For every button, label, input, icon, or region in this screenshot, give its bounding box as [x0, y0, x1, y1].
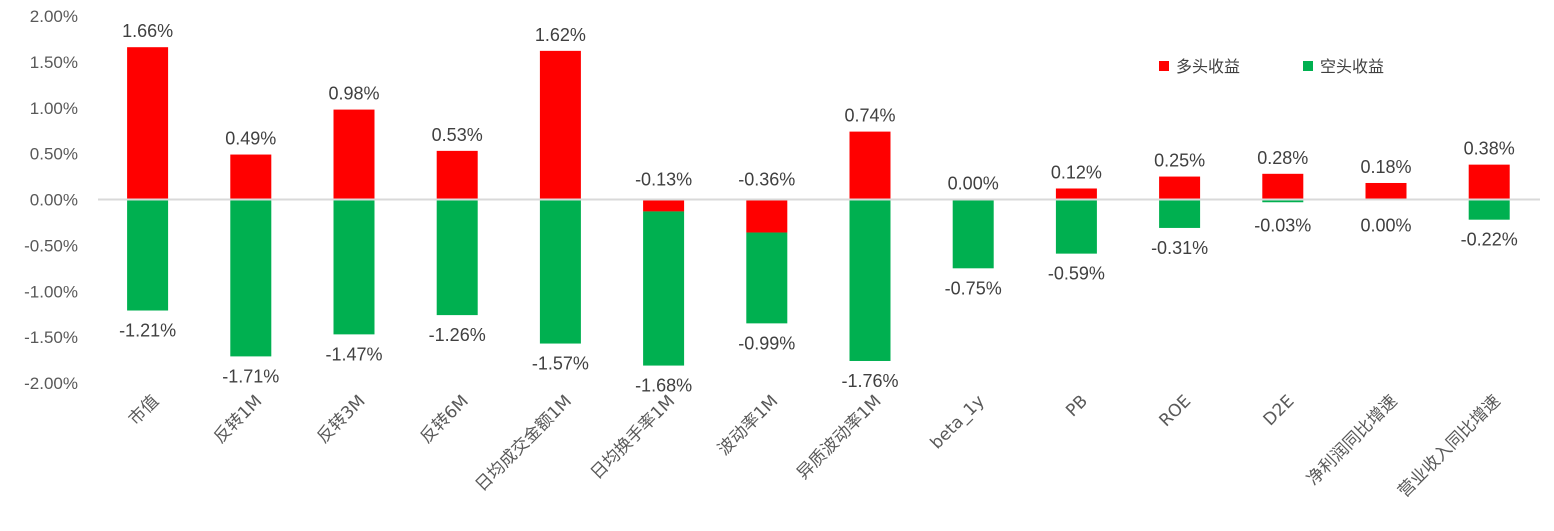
x-tick-label: D2E [1260, 391, 1299, 430]
y-tick-label: 1.00% [30, 99, 78, 118]
y-tick-label: -1.00% [24, 282, 78, 301]
data-label-long: 0.28% [1257, 148, 1308, 168]
y-tick-label: -1.50% [24, 328, 78, 347]
y-tick-label: 0.50% [30, 145, 78, 164]
bar-short-1 [230, 199, 272, 357]
data-label-long: 0.18% [1360, 157, 1411, 177]
bar-long-12 [1365, 182, 1407, 200]
bar-short-3 [436, 199, 478, 316]
bar-short-5 [643, 211, 685, 366]
x-tick-label: 市值 [125, 391, 163, 429]
data-label-short: -0.22% [1461, 230, 1518, 250]
bar-long-11 [1262, 173, 1304, 200]
legend-label-short: 空头收益 [1320, 57, 1384, 76]
bar-long-6 [746, 199, 788, 233]
bar-short-8 [952, 199, 994, 269]
bar-long-7 [849, 131, 891, 200]
data-label-long: 0.25% [1154, 151, 1205, 171]
x-tick-label: 净利润同比增速 [1303, 391, 1401, 489]
x-tick-label: 营业收入同比增速 [1394, 391, 1504, 501]
y-tick-label: -2.00% [24, 374, 78, 393]
x-tick-label: 波动率1M [714, 391, 782, 459]
x-tick-label: ROE [1156, 391, 1196, 431]
bar-long-10 [1159, 176, 1201, 200]
data-label-long: 1.62% [535, 25, 586, 45]
data-label-short: -1.47% [325, 344, 382, 364]
data-label-long: 0.53% [432, 125, 483, 145]
legend-label-long: 多头收益 [1176, 57, 1240, 76]
data-label-long: 0.98% [328, 84, 379, 104]
data-label-long: 1.66% [122, 21, 173, 41]
data-label-short: -1.26% [429, 325, 486, 345]
bar-short-13 [1468, 199, 1510, 220]
data-label-long: 0.49% [225, 129, 276, 149]
x-tick-label: 反转6M [417, 391, 473, 447]
bar-short-0 [127, 199, 169, 311]
bar-long-4 [539, 50, 581, 200]
data-label-long: -0.36% [738, 170, 795, 190]
y-axis: 2.00% 1.50% 1.00% 0.50% 0.00% -0.50% -1.00% -1.… [24, 7, 78, 393]
data-label-long: -0.13% [635, 170, 692, 190]
x-tick-label: 异质波动率1M [793, 391, 885, 483]
x-tick-label: 日均成交金额1M [472, 391, 576, 495]
bar-short-7 [849, 199, 891, 361]
bar-long-0 [127, 47, 169, 200]
data-label-long: 0.00% [948, 174, 999, 194]
x-tick-label: 反转3M [313, 391, 369, 447]
data-label-short: -0.03% [1254, 216, 1311, 236]
bar-long-5 [643, 199, 685, 212]
data-label-short: -1.71% [222, 366, 279, 386]
data-label-short: -1.76% [841, 371, 898, 391]
x-tick-label: PB [1062, 391, 1092, 421]
x-tick-label: 日均换手率1M [587, 391, 679, 483]
data-label-short: 0.00% [1360, 216, 1411, 236]
bar-long-9 [1055, 188, 1097, 200]
legend: 多头收益 空头收益 [1159, 57, 1384, 76]
x-tick-label: 反转1M [210, 391, 266, 447]
bar-long-1 [230, 154, 272, 200]
data-label-long: 0.74% [844, 106, 895, 126]
bar-short-2 [333, 199, 375, 335]
y-tick-label: 1.50% [30, 53, 78, 72]
data-label-short: -1.57% [532, 354, 589, 374]
data-label-long: 0.12% [1051, 162, 1102, 182]
data-labels-group: 1.66% -1.21% 0.49% -1.71% 0.98% -1.47% 0.53% -1… [119, 21, 1518, 395]
bar-short-10 [1159, 199, 1201, 228]
legend-swatch-long [1159, 61, 1169, 71]
y-tick-label: 2.00% [30, 7, 78, 26]
y-tick-label: -0.50% [24, 236, 78, 255]
bar-long-2 [333, 109, 375, 200]
bars-group [127, 47, 1510, 366]
data-label-short: -1.21% [119, 321, 176, 341]
x-tick-label: beta_1y [927, 391, 989, 453]
bar-short-4 [539, 199, 581, 344]
data-label-long: 0.38% [1464, 139, 1515, 159]
data-label-short: -1.68% [635, 376, 692, 396]
legend-swatch-short [1303, 61, 1313, 71]
data-label-short: -0.99% [738, 333, 795, 353]
data-label-short: -0.31% [1151, 238, 1208, 258]
y-tick-label: 0.00% [30, 191, 78, 210]
bar-short-11 [1262, 199, 1304, 203]
data-label-short: -0.59% [1048, 264, 1105, 284]
bar-long-13 [1468, 164, 1510, 200]
bar-short-6 [746, 232, 788, 324]
bar-short-9 [1055, 199, 1097, 254]
data-label-short: -0.75% [945, 278, 1002, 298]
bar-long-3 [436, 150, 478, 200]
